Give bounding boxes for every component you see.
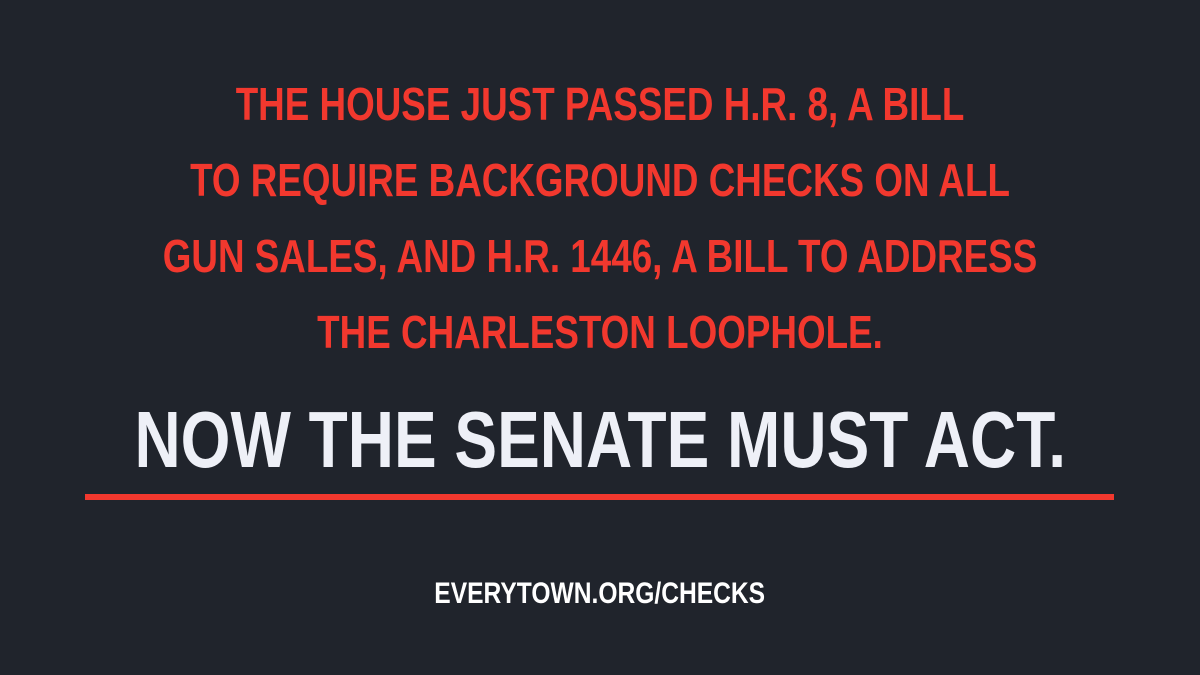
- call-to-action-text: NOW THE SENATE MUST ACT.: [134, 395, 1066, 484]
- footer-url-text: EVERYTOWN.ORG/CHECKS: [434, 577, 766, 610]
- headline-line-4: THE CHARLESTON LOOPHOLE.: [317, 306, 883, 358]
- headline-line-2: TO REQUIRE BACKGROUND CHECKS ON ALL: [190, 154, 1010, 206]
- footer-url: EVERYTOWN.ORG/CHECKS: [0, 574, 1200, 614]
- headline: THE HOUSE JUST PASSED H.R. 8, A BILL TO …: [0, 66, 1200, 370]
- headline-line-3: GUN SALES, AND H.R. 1446, A BILL TO ADDR…: [162, 230, 1038, 282]
- call-to-action-underline: [85, 494, 1114, 500]
- headline-line-1: THE HOUSE JUST PASSED H.R. 8, A BILL: [235, 78, 965, 130]
- call-to-action: NOW THE SENATE MUST ACT.: [0, 392, 1200, 488]
